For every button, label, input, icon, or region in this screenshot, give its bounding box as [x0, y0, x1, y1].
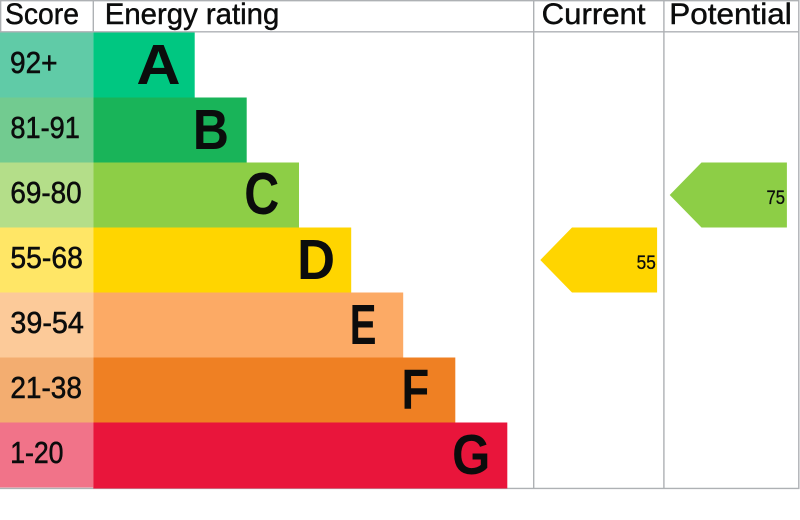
svg-text:39-54: 39-54: [10, 306, 84, 340]
svg-text:Potential: Potential: [669, 0, 792, 31]
svg-text:21-38: 21-38: [10, 371, 82, 405]
svg-text:Energy rating: Energy rating: [105, 0, 279, 31]
svg-text:G: G: [452, 423, 490, 486]
svg-text:75: 75: [767, 188, 786, 209]
svg-text:92+: 92+: [10, 46, 58, 80]
svg-text:81-91: 81-91: [10, 111, 80, 145]
svg-text:F: F: [401, 358, 429, 421]
svg-text:C: C: [244, 161, 279, 227]
svg-text:Score: Score: [5, 0, 79, 31]
svg-text:D: D: [297, 228, 335, 291]
svg-text:55-68: 55-68: [10, 241, 83, 275]
svg-text:Current: Current: [542, 0, 646, 31]
svg-text:E: E: [350, 293, 377, 356]
svg-text:69-80: 69-80: [10, 176, 81, 210]
svg-text:55: 55: [637, 253, 656, 274]
svg-text:A: A: [136, 33, 180, 96]
svg-text:1-20: 1-20: [10, 436, 63, 470]
svg-text:B: B: [193, 98, 229, 161]
